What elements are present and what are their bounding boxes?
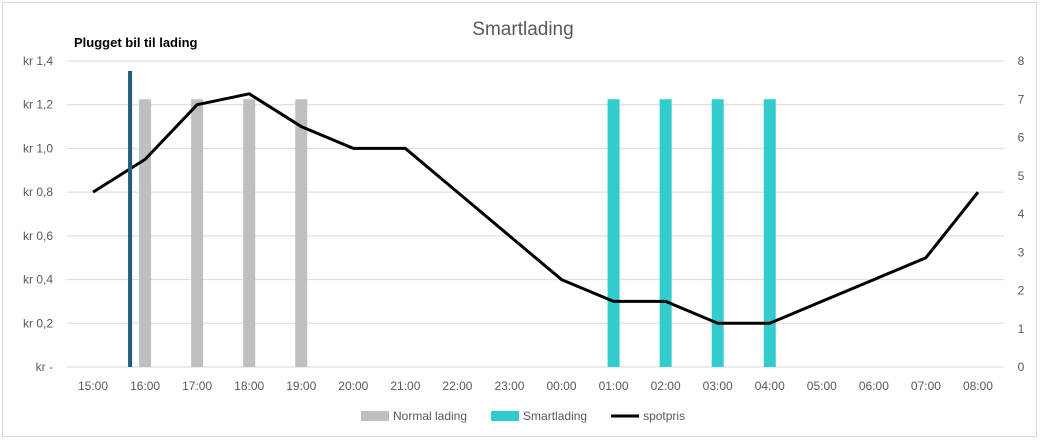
bars [139, 99, 776, 367]
left-tick-label: kr 0,4 [23, 273, 53, 287]
right-tick-label: 7 [1018, 92, 1025, 106]
right-tick-label: 5 [1018, 169, 1025, 183]
right-tick-label: 2 [1018, 284, 1025, 298]
x-tick-label: 02:00 [651, 379, 681, 393]
right-tick-label: 0 [1018, 360, 1025, 374]
gridlines [67, 60, 1004, 368]
x-tick-label: 08:00 [963, 379, 993, 393]
left-tick-label: kr 1,4 [23, 54, 53, 68]
normal-lading-bar [243, 99, 256, 367]
axis-labels: kr - kr 0,2 kr 0,4 kr 0,6 kr 0,8 kr 1,0 kr 1,2… [23, 54, 1025, 393]
x-tick-label: 19:00 [286, 379, 316, 393]
legend-swatch [491, 411, 520, 421]
legend-label: Smartlading [523, 409, 587, 423]
smartlading-chart: Smartlading Plugget bil til lading kr -k… [23, 19, 1025, 423]
legend-label: spotpris [643, 409, 685, 423]
right-tick-label: 3 [1018, 245, 1025, 259]
spotpris-line-layer [92, 92, 980, 325]
x-tick-label: 15:00 [78, 379, 108, 393]
legend-item-spotpris: spotpris [611, 409, 685, 423]
x-tick-label: 03:00 [703, 379, 733, 393]
x-tick-label: 05:00 [807, 379, 837, 393]
left-tick-label: kr 0,8 [23, 185, 53, 199]
normal-lading-bar [191, 99, 204, 367]
left-tick-label: kr 1,2 [23, 98, 53, 112]
legend-item-normal-lading: Normal lading [361, 409, 467, 423]
x-tick-label: 16:00 [130, 379, 160, 393]
right-tick-label: 6 [1018, 131, 1025, 145]
right-tick-label: 1 [1018, 322, 1025, 336]
left-tick-label: kr 1,0 [23, 141, 53, 155]
right-tick-label: 8 [1018, 54, 1025, 68]
x-tick-label: 04:00 [755, 379, 785, 393]
legend-label: Normal lading [393, 409, 467, 423]
x-tick-label: 17:00 [182, 379, 212, 393]
plug-in-annotation: Plugget bil til lading [74, 35, 198, 50]
left-tick-label: kr 0,2 [23, 316, 53, 330]
x-tick-label: 23:00 [494, 379, 524, 393]
x-tick-label: 07:00 [911, 379, 941, 393]
left-tick-label: kr 0,6 [23, 229, 53, 243]
smartlading-bar [659, 99, 672, 367]
left-tick-label: kr - [36, 360, 53, 374]
spotpris-line [92, 92, 980, 325]
x-tick-label: 00:00 [547, 379, 577, 393]
x-tick-label: 18:00 [234, 379, 264, 393]
smartlading-bar [711, 99, 724, 367]
smartlading-bar [763, 99, 776, 367]
legend-swatch [361, 411, 389, 421]
x-tick-label: 01:00 [599, 379, 629, 393]
legend-item-smartlading: Smartlading [491, 409, 587, 423]
smartlading-bar [607, 99, 620, 367]
chart-title: Smartlading [472, 19, 573, 40]
normal-lading-bar [139, 99, 152, 367]
legend: Normal lading Smartlading spotpris [361, 409, 685, 423]
normal-lading-bar [295, 99, 308, 367]
x-tick-label: 21:00 [390, 379, 420, 393]
x-tick-label: 20:00 [338, 379, 368, 393]
right-tick-label: 4 [1018, 207, 1025, 221]
x-tick-label: 06:00 [859, 379, 889, 393]
x-tick-label: 22:00 [442, 379, 472, 393]
